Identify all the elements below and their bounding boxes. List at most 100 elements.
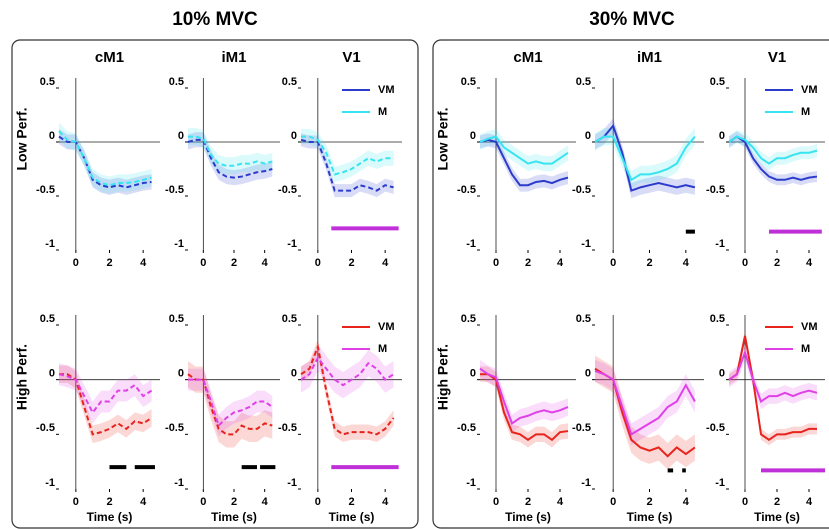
legend-label: VM [378,84,395,96]
x-tick-label: 2 [774,496,780,508]
error-band [595,118,695,199]
panel-title: cM1 [513,49,542,66]
series-line [594,369,696,436]
series-line [187,138,273,179]
y-tick-label: 0 [585,368,591,380]
x-tick-label: 0 [742,496,748,508]
y-tick-label: 0.5 [710,76,725,88]
panel-title: V1 [768,49,786,66]
y-axis-label: Low Perf. [14,107,30,170]
series-line [728,349,818,404]
group-title: 30% MVC [589,9,675,30]
y-tick-label: -0.5 [457,184,476,196]
y-tick-label: 0 [719,368,725,380]
error-band [188,132,273,186]
error-band [595,355,695,470]
error-band [480,133,568,192]
series-line [728,135,818,181]
y-tick-label: 0 [49,130,55,142]
x-tick-label: 0 [742,257,748,269]
y-tick-label: 0 [291,130,297,142]
series-line [300,355,395,387]
y-tick-label: 0.5 [169,313,184,325]
y-tick-label: -1 [466,238,476,250]
x-tick-label: 4 [806,496,813,508]
series-line [480,373,569,442]
error-band [188,368,273,437]
x-tick-label: 4 [683,257,690,269]
error-band [595,359,695,446]
x-tick-label: 2 [106,257,112,269]
series-line [479,138,569,187]
y-tick-label: 0.5 [40,76,55,88]
y-tick-label: 0 [178,368,184,380]
y-axis-label: High Perf. [435,344,451,410]
error-band [729,130,817,171]
legend-label: VM [378,321,395,333]
y-tick-label: 0.5 [282,313,297,325]
error-band [59,122,152,194]
y-tick-label: 0 [291,368,297,380]
error-band [480,359,568,433]
y-tick-label: -0.5 [278,184,297,196]
x-tick-label: 4 [557,257,564,269]
x-tick-label: 0 [315,496,321,508]
x-axis-label: Time (s) [87,510,133,524]
series-line [728,135,818,165]
error-band [301,344,394,399]
x-tick-label: 0 [610,496,616,508]
series-line [58,373,153,415]
error-band [188,361,273,448]
x-tick-label: 2 [348,257,354,269]
x-axis-label: Time (s) [627,510,673,524]
x-tick-label: 0 [493,496,499,508]
y-tick-label: -1 [715,477,725,489]
x-axis-label: Time (s) [505,510,551,524]
y-tick-label: -0.5 [165,184,184,196]
y-tick-label: -1 [466,477,476,489]
x-tick-label: 2 [774,257,780,269]
series-line [594,123,696,192]
y-tick-label: -1 [581,477,591,489]
y-tick-label: -1 [287,238,297,250]
series-line [479,135,569,165]
x-tick-label: 2 [525,257,531,269]
x-tick-label: 4 [382,496,389,508]
y-axis-label: High Perf. [14,344,30,410]
error-band [301,129,394,182]
panel-title: iM1 [637,49,662,66]
y-tick-label: 0 [719,130,725,142]
legend-label: M [801,106,810,118]
x-tick-label: 4 [262,496,269,508]
y-tick-label: -0.5 [706,184,725,196]
error-band [729,330,817,446]
series-line [188,135,273,167]
y-tick-label: -1 [287,477,297,489]
group-box [11,39,419,529]
y-tick-label: -1 [715,238,725,250]
error-band [59,129,152,195]
y-tick-label: -0.5 [278,422,297,434]
x-tick-label: 2 [106,496,112,508]
series-line [479,367,569,425]
error-band [480,129,568,172]
x-axis-label: Time (s) [211,510,257,524]
x-tick-label: 0 [73,257,79,269]
x-tick-label: 0 [315,257,321,269]
x-tick-label: 2 [646,496,652,508]
y-tick-label: -0.5 [706,422,725,434]
x-tick-label: 0 [493,257,499,269]
y-tick-label: -0.5 [165,422,184,434]
x-axis-label: Time (s) [329,510,375,524]
x-tick-label: 0 [73,496,79,508]
x-tick-label: 4 [382,257,389,269]
legend-label: M [801,343,810,355]
y-tick-label: -0.5 [572,422,591,434]
error-band [59,365,152,444]
x-tick-label: 0 [610,257,616,269]
x-tick-label: 4 [262,257,269,269]
panel-title: iM1 [221,49,246,66]
x-tick-label: 2 [348,496,354,508]
x-tick-label: 4 [806,257,813,269]
